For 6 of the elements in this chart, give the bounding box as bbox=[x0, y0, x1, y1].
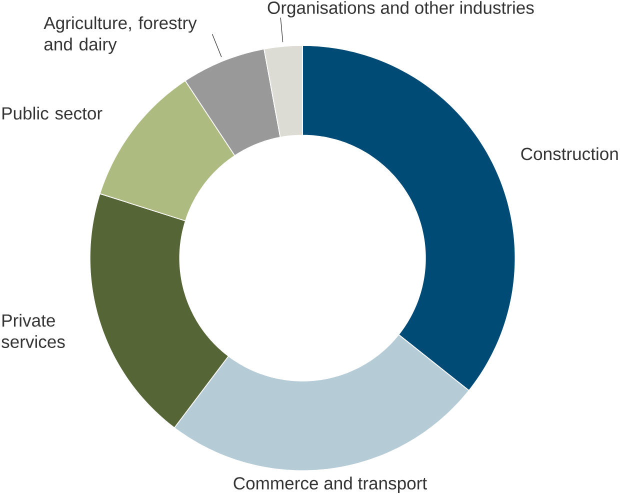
slice-label: Commerce and transport bbox=[234, 476, 427, 493]
slice-label: Construction bbox=[521, 147, 618, 160]
slice-label: Public sector bbox=[2, 106, 102, 120]
slice-label: Private services bbox=[2, 314, 65, 348]
slice-label: Organisations and other industries bbox=[268, 1, 534, 18]
slice-label: Agriculture, forestry and dairy bbox=[44, 16, 197, 54]
